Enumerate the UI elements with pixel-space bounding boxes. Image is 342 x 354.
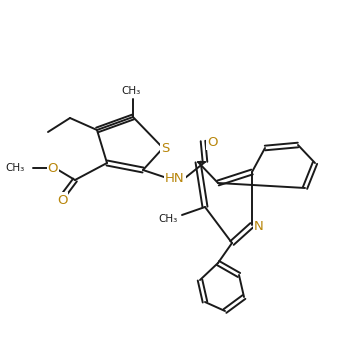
Text: CH₃: CH₃ <box>159 214 178 224</box>
Text: S: S <box>161 142 169 154</box>
Text: O: O <box>57 194 67 206</box>
Text: HN: HN <box>165 171 185 184</box>
Text: CH₃: CH₃ <box>121 86 141 96</box>
Text: O: O <box>48 161 58 175</box>
Text: N: N <box>254 219 264 233</box>
Text: O: O <box>207 136 217 148</box>
Text: CH₃: CH₃ <box>6 163 25 173</box>
